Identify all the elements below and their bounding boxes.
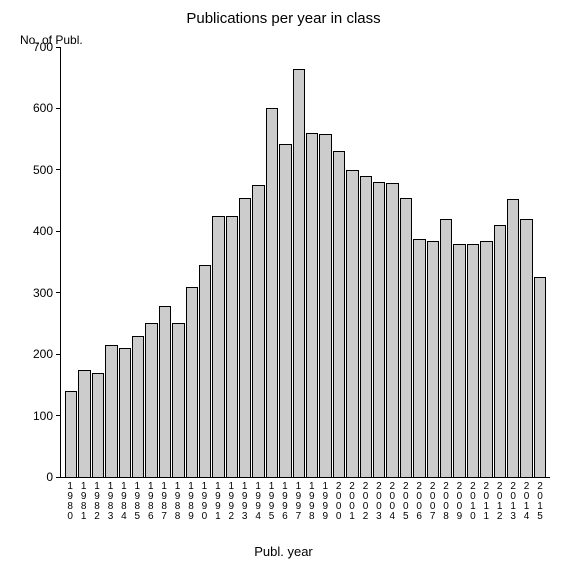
bar — [494, 225, 506, 477]
ytick-mark — [56, 477, 61, 478]
xtick-label: 2011 — [480, 482, 492, 522]
bar — [453, 244, 465, 477]
bar — [78, 370, 90, 478]
xtick-label: 1997 — [292, 482, 304, 522]
xtick-label: 2000 — [332, 482, 344, 522]
xtick-label: 1995 — [265, 482, 277, 522]
x-axis-label: Publ. year — [0, 544, 567, 559]
bar — [306, 133, 318, 477]
bar — [105, 345, 117, 477]
xtick-label: 2007 — [426, 482, 438, 522]
bar — [226, 216, 238, 477]
xtick-label: 1984 — [118, 482, 130, 522]
xtick-label: 1996 — [279, 482, 291, 522]
bar — [467, 244, 479, 477]
bar — [319, 134, 331, 477]
bar — [159, 306, 171, 477]
xtick-label: 1985 — [131, 482, 143, 522]
xtick-label: 2013 — [507, 482, 519, 522]
xtick-label: 1980 — [64, 482, 76, 522]
xtick-label: 2014 — [520, 482, 532, 522]
ytick-label: 500 — [33, 163, 53, 177]
bar — [132, 336, 144, 477]
bar — [145, 323, 157, 477]
x-labels-group: 1980198119821983198419851986198719881989… — [64, 482, 546, 522]
xtick-label: 1993 — [238, 482, 250, 522]
xtick-label: 1992 — [225, 482, 237, 522]
xtick-label: 2002 — [359, 482, 371, 522]
bar — [266, 108, 278, 477]
xtick-label: 2003 — [373, 482, 385, 522]
ytick-label: 300 — [33, 286, 53, 300]
ytick-label: 700 — [33, 40, 53, 54]
bar — [480, 241, 492, 478]
bar — [293, 69, 305, 478]
bars-group — [65, 48, 546, 477]
xtick-label: 1988 — [171, 482, 183, 522]
chart-container: Publications per year in class No. of Pu… — [0, 0, 567, 567]
bar — [373, 182, 385, 477]
ytick-mark — [56, 354, 61, 355]
bar — [386, 183, 398, 477]
xtick-label: 1998 — [306, 482, 318, 522]
xtick-label: 2010 — [467, 482, 479, 522]
ytick-mark — [56, 47, 61, 48]
ytick-mark — [56, 415, 61, 416]
bar — [65, 391, 77, 477]
ytick-mark — [56, 108, 61, 109]
bar — [199, 265, 211, 477]
bar — [413, 239, 425, 477]
xtick-label: 1981 — [77, 482, 89, 522]
ytick-label: 600 — [33, 101, 53, 115]
bar — [346, 170, 358, 477]
bar — [333, 151, 345, 477]
bar — [427, 241, 439, 478]
xtick-label: 1990 — [198, 482, 210, 522]
xtick-label: 2006 — [413, 482, 425, 522]
bar — [520, 219, 532, 477]
xtick-label: 2004 — [386, 482, 398, 522]
bar — [507, 199, 519, 477]
bar — [92, 373, 104, 477]
chart-title: Publications per year in class — [0, 10, 567, 27]
bar — [440, 219, 452, 477]
xtick-label: 1982 — [91, 482, 103, 522]
xtick-label: 1989 — [185, 482, 197, 522]
bar — [252, 185, 264, 477]
xtick-label: 1987 — [158, 482, 170, 522]
bar — [239, 198, 251, 478]
xtick-label: 2005 — [400, 482, 412, 522]
xtick-label: 1991 — [212, 482, 224, 522]
bar — [119, 348, 131, 477]
ytick-mark — [56, 231, 61, 232]
ytick-label: 0 — [46, 470, 53, 484]
ytick-label: 400 — [33, 224, 53, 238]
xtick-label: 2015 — [534, 482, 546, 522]
bar — [360, 176, 372, 477]
bar — [172, 323, 184, 477]
bar — [534, 277, 546, 477]
bar — [279, 144, 291, 477]
xtick-label: 2009 — [453, 482, 465, 522]
bar — [400, 198, 412, 478]
xtick-label: 2012 — [494, 482, 506, 522]
xtick-label: 1983 — [104, 482, 116, 522]
plot-area: 0100200300400500600700 — [60, 48, 550, 478]
xtick-label: 2001 — [346, 482, 358, 522]
xtick-label: 1986 — [145, 482, 157, 522]
ytick-label: 200 — [33, 347, 53, 361]
xtick-label: 2008 — [440, 482, 452, 522]
xtick-label: 1994 — [252, 482, 264, 522]
ytick-mark — [56, 292, 61, 293]
xtick-label: 1999 — [319, 482, 331, 522]
ytick-mark — [56, 169, 61, 170]
ytick-label: 100 — [33, 409, 53, 423]
bar — [212, 216, 224, 477]
bar — [186, 287, 198, 477]
